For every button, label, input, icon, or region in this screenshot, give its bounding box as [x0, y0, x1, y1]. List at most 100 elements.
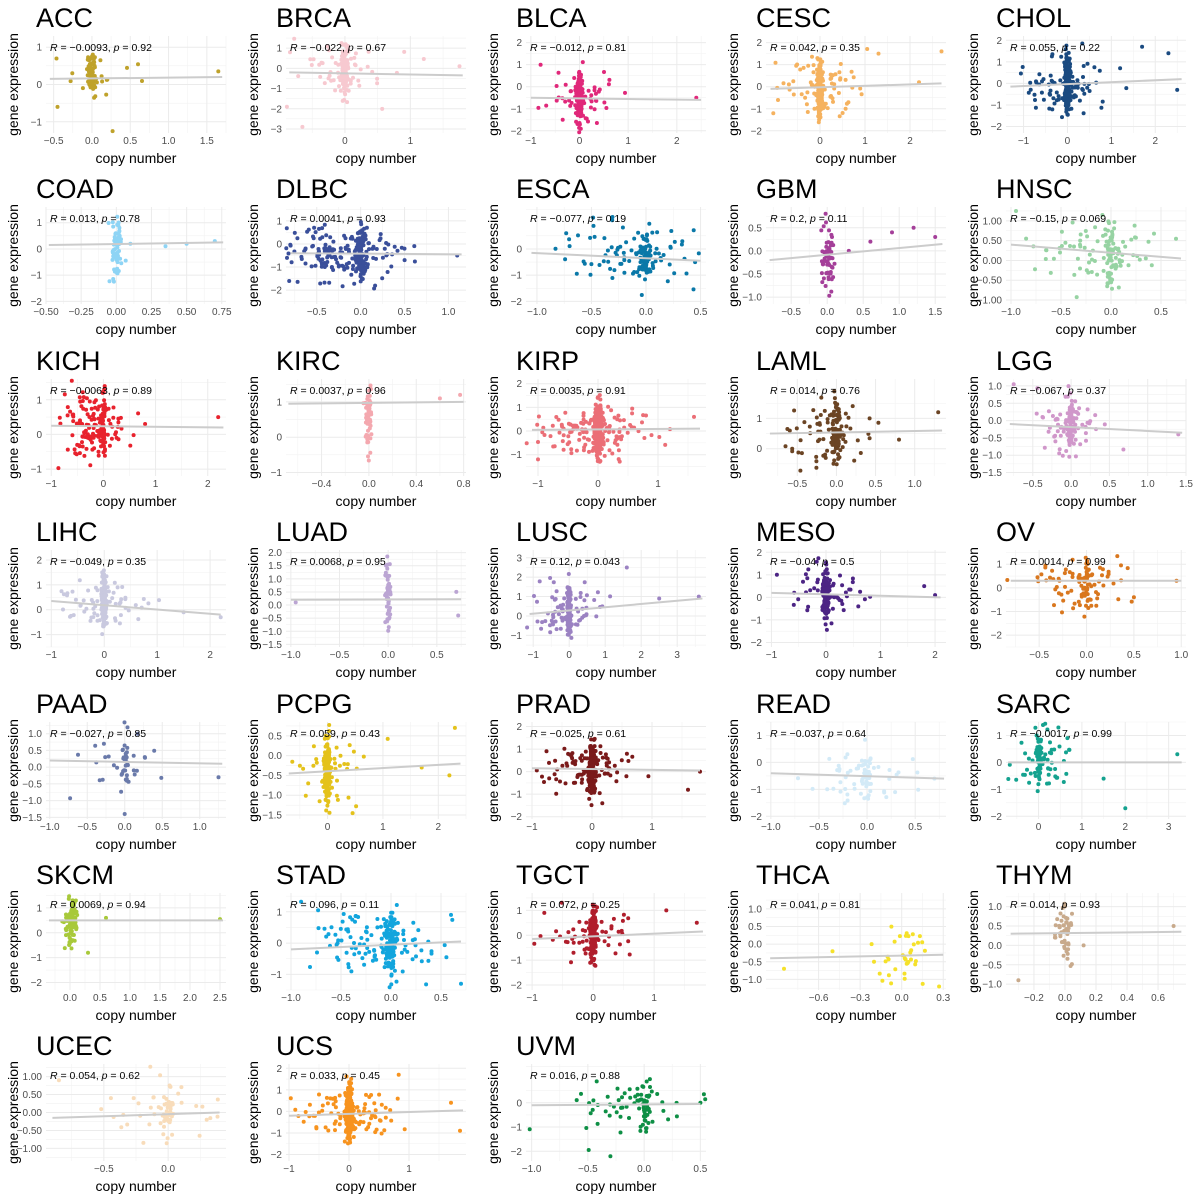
data-point	[300, 124, 305, 129]
data-point	[101, 619, 106, 624]
data-point	[141, 597, 146, 601]
y-tick-label: 1	[756, 570, 762, 581]
data-point	[791, 79, 796, 84]
data-point	[852, 458, 857, 463]
data-point	[821, 224, 826, 229]
data-point	[1067, 416, 1072, 421]
data-point	[851, 75, 856, 80]
data-point	[566, 572, 571, 576]
data-point	[90, 54, 95, 59]
data-point	[876, 765, 881, 769]
data-point	[835, 768, 840, 773]
data-point	[287, 279, 292, 283]
data-point	[596, 435, 601, 440]
data-point	[592, 85, 597, 90]
data-point	[320, 262, 324, 267]
data-point	[1070, 407, 1075, 412]
data-point	[686, 787, 690, 792]
data-point	[578, 595, 583, 599]
data-point	[86, 79, 91, 84]
data-point	[124, 750, 129, 755]
data-point	[574, 119, 579, 124]
data-point	[645, 238, 650, 243]
data-point	[323, 242, 328, 247]
data-point	[1033, 725, 1038, 730]
data-point	[106, 418, 111, 423]
y-axis-label: gene expression	[725, 376, 741, 479]
data-point	[62, 392, 67, 397]
data-point	[1037, 767, 1042, 772]
y-tick-label: 0	[756, 758, 762, 769]
data-point	[594, 121, 599, 125]
y-axis-label: gene expression	[245, 719, 261, 822]
data-point	[816, 556, 821, 561]
regression-line	[49, 759, 223, 765]
data-point	[288, 50, 292, 55]
data-point	[387, 562, 392, 567]
y-tick-label: 0	[996, 79, 1002, 90]
data-point	[67, 914, 72, 919]
x-tick-label: 0	[342, 136, 348, 147]
data-point	[362, 231, 367, 236]
x-axis-label: copy number	[1056, 836, 1137, 852]
data-point	[1023, 751, 1028, 756]
data-point	[100, 403, 105, 408]
data-point	[90, 440, 94, 445]
x-tick-label: 0.0	[1064, 479, 1078, 490]
data-point	[1053, 767, 1058, 771]
data-point	[560, 618, 565, 623]
x-tick-label: 0	[101, 479, 107, 490]
data-point	[340, 49, 345, 54]
x-tick-label: 0.0	[85, 136, 99, 147]
data-point	[110, 220, 115, 225]
data-point	[589, 737, 594, 742]
data-point	[577, 431, 582, 436]
data-point	[1112, 226, 1117, 231]
data-point	[621, 250, 626, 255]
data-point	[617, 459, 622, 464]
data-point	[536, 440, 540, 444]
data-point	[285, 255, 289, 260]
data-point	[825, 571, 830, 576]
data-point	[573, 596, 578, 601]
data-point	[594, 445, 599, 449]
data-point	[1036, 782, 1041, 787]
data-point	[916, 787, 921, 792]
y-tick-label: 1	[36, 218, 42, 229]
data-point	[351, 75, 355, 80]
data-point	[589, 773, 594, 778]
data-point	[371, 246, 376, 251]
data-point	[74, 421, 79, 426]
data-point	[78, 418, 82, 423]
data-point	[810, 83, 815, 88]
data-point	[614, 779, 619, 784]
data-point	[1082, 614, 1087, 619]
data-point	[567, 244, 572, 249]
data-point	[581, 411, 586, 416]
data-point	[1106, 242, 1111, 247]
y-tick-label: 1	[996, 57, 1002, 68]
data-point	[1087, 582, 1092, 587]
data-point	[361, 237, 366, 242]
data-point	[1064, 449, 1069, 453]
data-point	[534, 768, 539, 773]
data-point	[348, 81, 353, 86]
correlation-annotation: R = −0.049, p = 0.35	[50, 556, 146, 568]
data-point	[92, 65, 97, 70]
data-point	[1087, 89, 1092, 93]
data-point	[610, 276, 615, 280]
x-tick-label: 2	[907, 136, 913, 147]
y-tick-label: −1	[511, 790, 523, 801]
data-point	[61, 592, 66, 597]
data-point	[1041, 723, 1045, 727]
data-point	[1034, 733, 1039, 738]
data-point	[1101, 256, 1106, 260]
data-point	[345, 83, 350, 88]
data-point	[823, 101, 828, 106]
data-point	[1064, 750, 1068, 755]
data-point	[93, 94, 98, 99]
data-point	[794, 426, 799, 431]
data-point	[832, 458, 837, 463]
data-point	[654, 246, 659, 251]
data-point	[85, 435, 90, 440]
